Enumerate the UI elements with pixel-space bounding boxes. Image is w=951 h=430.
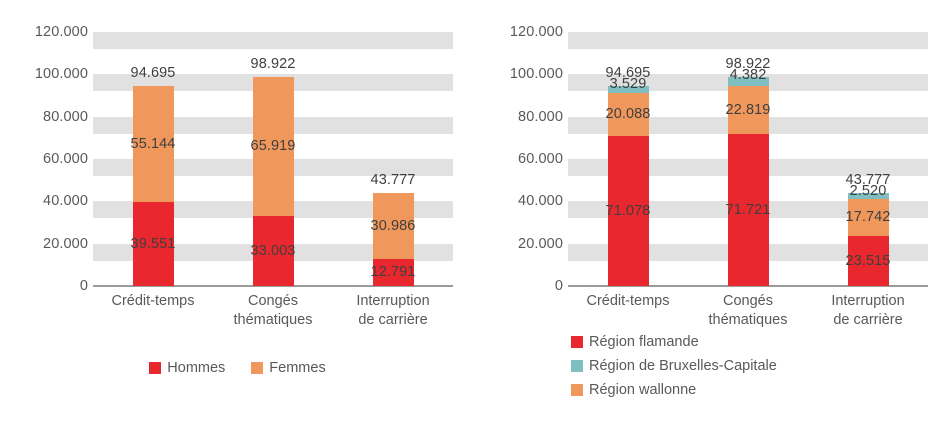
- left-gridband: [93, 32, 453, 49]
- right-value-label: 4.382: [729, 66, 767, 83]
- y-axis-left-tick: 20.000: [43, 235, 88, 252]
- x-axis-right-category: Interruption de carrière: [831, 293, 905, 328]
- left-segment: [253, 76, 294, 217]
- x-axis-left-category: Congés thématiques: [233, 293, 313, 328]
- legend-right-item[interactable]: Région wallonne: [571, 378, 777, 402]
- right-segment: [848, 193, 889, 199]
- x-axis-right-category: Congés thématiques: [708, 293, 788, 328]
- legend-left-label: Hommes: [167, 360, 226, 376]
- chart-right-regions: 120.000 100.000 80.000 60.000 40.000 20.000 0 …: [475, 0, 951, 430]
- right-segment: [728, 134, 769, 286]
- chart-left-hommes-femmes: 120.000 100.000 80.000 60.000 40.000 20.000 0 …: [0, 0, 475, 430]
- left-segment: [133, 202, 174, 286]
- right-stacked-bar: [848, 193, 889, 286]
- x-axis-labels-left: Crédit-temps Congés thématiques Interruptio…: [93, 292, 453, 340]
- y-axis-right-tick: 120.000: [509, 24, 563, 40]
- y-axis-left-tick: 40.000: [43, 193, 88, 210]
- right-value-label: 17.742: [845, 209, 891, 226]
- x-axis-labels-right: Crédit-temps Congés thématiques Interruptio…: [568, 292, 928, 340]
- y-axis-right-tick: 60.000: [518, 151, 563, 167]
- y-axis-labels-left: 120.000 100.000 80.000 60.000 40.000 20.000 0: [8, 24, 88, 294]
- right-segment: [848, 236, 889, 286]
- left-value-label: 39.551: [130, 236, 176, 253]
- right-value-label: 71.078: [605, 202, 651, 219]
- y-axis-right-tick: 100.000: [509, 66, 563, 83]
- left-segment: [373, 193, 414, 259]
- right-segment: [728, 76, 769, 86]
- right-value-label: 20.088: [605, 106, 651, 123]
- left-bar-group: 98.922 33.003 65.919: [213, 32, 333, 286]
- right-value-label: 22.819: [725, 102, 771, 119]
- left-value-label: 12.791: [370, 264, 416, 281]
- x-axis-line-left: [93, 285, 453, 287]
- right-value-label: 23.515: [845, 253, 891, 270]
- right-total-label: 94.695: [605, 64, 651, 81]
- right-segment: [848, 198, 889, 237]
- y-axis-left-tick: 120.000: [34, 24, 88, 40]
- y-axis-left-tick: 100.000: [34, 66, 88, 83]
- legend-swatch-icon: [571, 360, 583, 372]
- right-total-label: 43.777: [845, 172, 891, 189]
- y-axis-right-tick: 40.000: [518, 193, 563, 210]
- left-value-label: 55.144: [130, 135, 176, 152]
- legend-right: Région flamande Région de Bruxelles-Capit…: [571, 330, 777, 402]
- right-stacked-bar: [728, 76, 769, 286]
- right-bar-group: 94.695 71.078 20.088 3.529: [568, 32, 688, 286]
- left-total-label: 98.922: [250, 55, 296, 72]
- right-bar-group: 98.922 71.721 22.819 4.382: [688, 32, 808, 286]
- left-bar-group: 94.695 39.551 55.144: [93, 32, 213, 286]
- plot-area-left: 94.695 39.551 55.144 98.922 33.003 65.919 43.7…: [93, 32, 453, 287]
- legend-right-label: Région flamande: [589, 334, 699, 350]
- left-stacked-bar: [253, 76, 294, 286]
- legend-swatch-icon: [149, 362, 162, 374]
- right-value-label: 3.529: [609, 75, 647, 92]
- plot-area-right: 94.695 71.078 20.088 3.529 98.922 71.721 22.81…: [568, 32, 928, 287]
- y-axis-right-tick: 0: [554, 278, 563, 294]
- left-stacked-bar: [373, 193, 414, 286]
- y-axis-right-tick: 80.000: [518, 108, 563, 125]
- left-segment: [253, 216, 294, 286]
- legend-swatch-icon: [571, 336, 583, 348]
- x-axis-left-category: Crédit-temps: [111, 293, 195, 309]
- left-segment: [133, 85, 174, 203]
- right-stacked-bar: [608, 85, 649, 286]
- legend-left-item[interactable]: Femmes: [251, 356, 326, 380]
- legend-right-item[interactable]: Région flamande: [571, 330, 777, 354]
- y-axis-left-tick: 0: [79, 278, 88, 294]
- left-stacked-bar: [133, 85, 174, 286]
- left-segment: [373, 258, 414, 286]
- legend-right-label: Région wallonne: [589, 382, 697, 398]
- x-axis-line-right: [568, 285, 928, 287]
- right-segment: [608, 93, 649, 136]
- right-bar-group: 43.777 23.515 17.742 2.520: [808, 32, 928, 286]
- left-value-label: 65.919: [250, 138, 296, 155]
- legend-right-label: Région de Bruxelles-Capitale: [589, 358, 777, 374]
- x-axis-left-category: Interruption de carrière: [356, 293, 430, 328]
- right-segment: [608, 85, 649, 94]
- y-axis-left-tick: 60.000: [43, 151, 88, 167]
- legend-swatch-icon: [571, 384, 583, 396]
- x-axis-right-category: Crédit-temps: [586, 293, 670, 309]
- right-value-label: 71.721: [725, 202, 771, 219]
- legend-right-item[interactable]: Région de Bruxelles-Capitale: [571, 354, 777, 378]
- right-value-label: 2.520: [849, 183, 887, 200]
- legend-swatch-icon: [251, 362, 264, 374]
- y-axis-labels-right: 120.000 100.000 80.000 60.000 40.000 20.000 0: [483, 24, 563, 294]
- legend-left-item[interactable]: Hommes: [149, 356, 225, 380]
- left-value-label: 30.986: [370, 218, 416, 235]
- y-axis-right-tick: 20.000: [518, 235, 563, 252]
- left-total-label: 94.695: [130, 64, 176, 81]
- legend-left-label: Femmes: [269, 360, 326, 376]
- left-value-label: 33.003: [250, 243, 296, 260]
- right-total-label: 98.922: [725, 55, 771, 72]
- left-bar-group: 43.777 12.791 30.986: [333, 32, 453, 286]
- y-axis-left-tick: 80.000: [43, 108, 88, 125]
- right-segment: [608, 135, 649, 286]
- right-segment: [728, 85, 769, 135]
- right-gridband: [568, 32, 928, 49]
- left-total-label: 43.777: [370, 172, 416, 189]
- legend-left: Hommes Femmes: [0, 356, 475, 380]
